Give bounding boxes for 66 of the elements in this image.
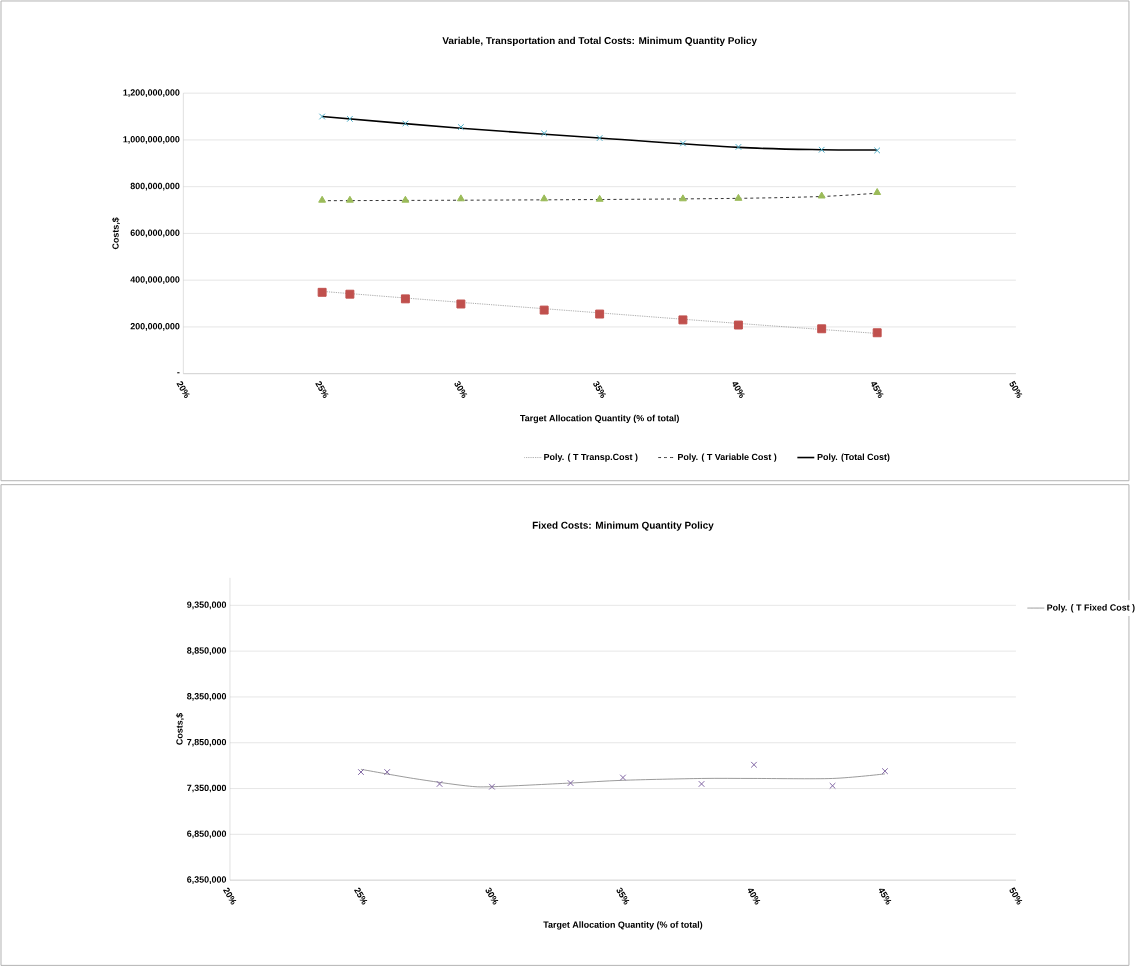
point: [317, 287, 327, 297]
legend-label: Poly. ( T Variable Cost ): [678, 453, 777, 462]
y-axis-title: Costs,$: [175, 712, 184, 745]
point: [456, 194, 465, 202]
y-tick-label: 600,000,000: [130, 229, 180, 238]
point: [872, 328, 882, 338]
y-tick-label: 6,850,000: [187, 830, 227, 838]
point: [750, 761, 758, 768]
point: [873, 187, 882, 195]
point: [540, 129, 548, 137]
y-tick-label: -: [177, 372, 180, 374]
point: [734, 193, 743, 201]
point: [733, 320, 743, 330]
chart-title: Fixed Costs: Minimum Quantity Policy: [532, 521, 714, 531]
y-tick-label: 7,850,000: [187, 738, 227, 747]
point: [818, 146, 825, 153]
chart-title: Variable, Transportation and Total Costs: Minimum Quantity Policy: [442, 36, 757, 46]
y-tick-label: 6,350,000: [187, 876, 227, 884]
point: [817, 324, 827, 334]
point: [679, 139, 687, 147]
point: [383, 768, 391, 776]
y-tick-label: 8,350,000: [187, 692, 227, 701]
line-series: [321, 115, 878, 151]
point: [318, 195, 327, 203]
legend-label: Poly. (Total Cost): [817, 453, 890, 462]
point: [678, 194, 687, 202]
point: [539, 305, 549, 315]
point: [457, 123, 465, 131]
point: [345, 195, 354, 203]
y-tick-label: 1,200,000,000: [123, 89, 180, 97]
y-tick-label: 1,000,000,000: [123, 135, 180, 144]
y-tick-label: 9,350,000: [187, 601, 227, 609]
point: [357, 768, 365, 776]
point: [596, 134, 603, 142]
point: [346, 115, 354, 122]
point: [678, 315, 688, 325]
y-tick-label: 7,350,000: [187, 784, 227, 793]
point: [456, 299, 466, 309]
point: [345, 289, 355, 299]
point: [735, 143, 742, 151]
point: [881, 767, 889, 775]
point: [318, 113, 326, 120]
point: [595, 194, 604, 202]
point: [400, 294, 410, 304]
legend-label: Poly. ( T Transp.Cost ): [544, 453, 638, 462]
y-tick-label: 400,000,000: [130, 276, 180, 284]
y-tick-label: 800,000,000: [130, 182, 180, 191]
point: [401, 195, 410, 203]
point: [402, 120, 409, 127]
point: [488, 783, 496, 790]
point: [595, 309, 605, 319]
x-axis-title: Target Allocation Quantity (% of total): [520, 414, 679, 423]
line-series: [360, 768, 886, 788]
legend-label: Poly. ( T Fixed Cost ): [1047, 603, 1135, 613]
point: [829, 782, 836, 789]
y-tick-label: 200,000,000: [130, 322, 180, 331]
point: [436, 780, 443, 788]
x-axis-title: Target Allocation Quantity (% of total): [543, 921, 703, 930]
point: [698, 780, 705, 788]
point: [619, 774, 627, 781]
point: [817, 191, 826, 199]
y-tick-label: 8,850,000: [187, 647, 227, 655]
y-axis-title: Costs,$: [111, 217, 120, 249]
point: [540, 194, 549, 202]
point: [873, 146, 881, 154]
point: [567, 779, 574, 787]
